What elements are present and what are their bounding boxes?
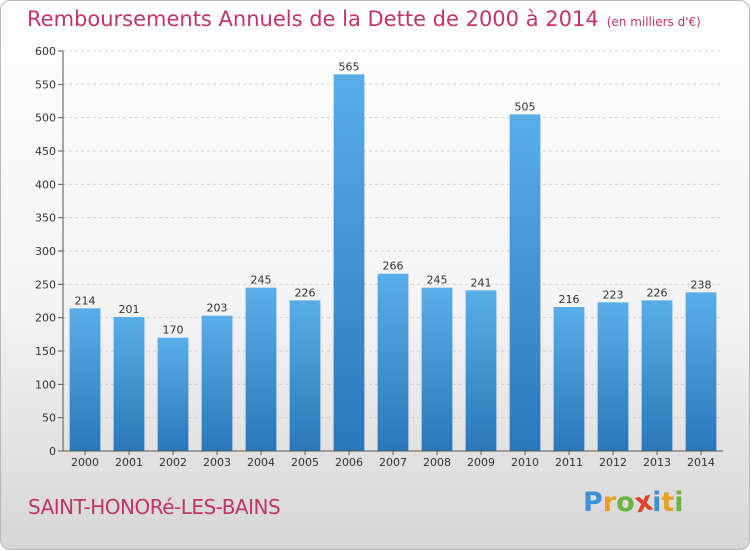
chart-unit: (en milliers d'€): [606, 15, 701, 29]
bar-value-label: 201: [119, 303, 140, 316]
x-tick-label: 2007: [379, 456, 407, 469]
x-tick-label: 2004: [247, 456, 275, 469]
bar-value-label: 170: [163, 324, 184, 337]
bars: 214 201 170 203 245 226 565 266 245 241 505 216 223 2…: [69, 60, 717, 451]
bar-value-label: 565: [339, 60, 360, 73]
town-name: SAINT-HONORé-LES-BAINS: [28, 495, 281, 519]
bar-value-label: 245: [427, 274, 448, 287]
bar-2003: [201, 315, 233, 451]
y-tick-label: 250: [35, 278, 56, 291]
bar-2005: [289, 300, 321, 451]
x-tick-label: 2002: [159, 456, 187, 469]
bar-2000: [69, 308, 101, 451]
bar-value-label: 245: [251, 274, 272, 287]
x-tick-label: 2013: [643, 456, 671, 469]
bar-2006: [333, 74, 365, 451]
bar-value-label: 216: [559, 293, 580, 306]
y-tick-label: 0: [49, 445, 56, 458]
chart-title-text: Remboursements Annuels de la Dette de 20…: [27, 7, 599, 31]
y-tick-label: 300: [35, 245, 56, 258]
bar-value-label: 505: [515, 100, 536, 113]
x-tick-label: 2012: [599, 456, 627, 469]
bar-value-label: 266: [383, 260, 404, 273]
logo-letter: i: [652, 487, 662, 518]
bar-2012: [597, 302, 629, 451]
bar-value-label: 223: [603, 288, 624, 301]
bar-value-label: 241: [471, 276, 492, 289]
logo-letter: t: [661, 487, 675, 518]
x-tick-label: 2011: [555, 456, 583, 469]
logo-letter: i: [674, 487, 684, 518]
x-tick-label: 2006: [335, 456, 363, 469]
x-tick-label: 2009: [467, 456, 495, 469]
y-tick-label: 500: [35, 112, 56, 125]
axes: 0 50 100 150 200 250 300 350 400 450 500 550 600 2000…: [35, 45, 723, 469]
y-tick-label: 450: [35, 145, 56, 158]
y-tick-label: 150: [35, 345, 56, 358]
y-tick-label: 400: [35, 178, 56, 191]
x-tick-label: 2008: [423, 456, 451, 469]
bar-value-label: 203: [207, 302, 228, 315]
logo-letter: P: [583, 487, 603, 518]
x-tick-label: 2005: [291, 456, 319, 469]
chart-title: Remboursements Annuels de la Dette de 20…: [27, 7, 701, 31]
bar-2010: [509, 114, 541, 451]
x-tick-label: 2003: [203, 456, 231, 469]
bar-2013: [641, 300, 673, 451]
bar-2004: [245, 287, 277, 451]
bar-value-label: 214: [75, 294, 96, 307]
bar-2007: [377, 273, 409, 451]
x-tick-label: 2014: [687, 456, 715, 469]
bar-2009: [465, 290, 497, 451]
y-tick-label: 200: [35, 312, 56, 325]
y-tick-label: 550: [35, 78, 56, 91]
bar-2011: [553, 307, 585, 451]
logo-letter: r: [602, 487, 617, 518]
bar-2008: [421, 287, 453, 451]
x-tick-label: 2010: [511, 456, 539, 469]
y-tick-label: 100: [35, 378, 56, 391]
bar-value-label: 238: [691, 278, 712, 291]
y-tick-label: 50: [42, 412, 56, 425]
x-tick-label: 2001: [115, 456, 143, 469]
bar-2014: [685, 292, 717, 451]
y-tick-label: 350: [35, 212, 56, 225]
proxiti-logo: Proxiti: [583, 486, 684, 520]
bar-2001: [113, 317, 145, 451]
x-tick-label: 2000: [71, 456, 99, 469]
bar-value-label: 226: [295, 286, 316, 299]
bar-2002: [157, 337, 189, 451]
logo-letter: o: [616, 487, 635, 518]
bar-value-label: 226: [647, 286, 668, 299]
y-tick-label: 600: [35, 45, 56, 58]
